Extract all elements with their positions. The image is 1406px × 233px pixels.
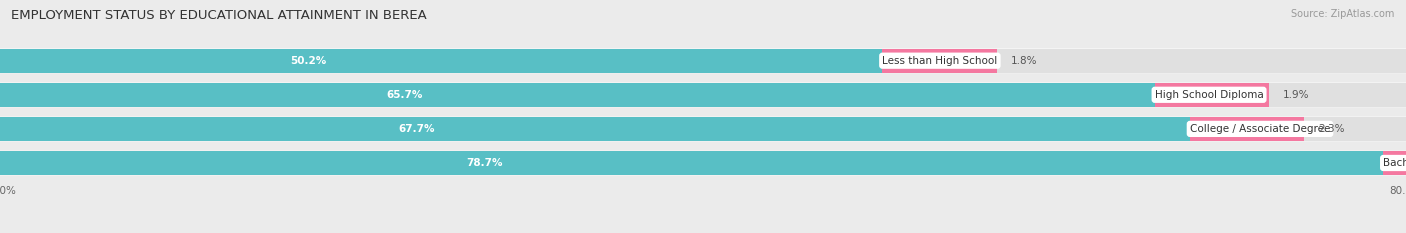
Text: 50.2%: 50.2% <box>291 56 328 66</box>
Bar <box>0 83 1154 107</box>
Text: 65.7%: 65.7% <box>387 90 422 100</box>
Bar <box>0 117 1406 141</box>
FancyBboxPatch shape <box>0 82 1406 107</box>
Text: 67.7%: 67.7% <box>398 124 434 134</box>
Bar <box>0 117 1189 141</box>
Text: Source: ZipAtlas.com: Source: ZipAtlas.com <box>1291 9 1395 19</box>
FancyBboxPatch shape <box>0 116 1406 141</box>
Text: 1.9%: 1.9% <box>1282 90 1309 100</box>
Bar <box>1384 151 1406 175</box>
Text: Bachelor’s Degree or higher: Bachelor’s Degree or higher <box>1384 158 1406 168</box>
Bar <box>0 49 883 73</box>
Bar <box>1189 117 1305 141</box>
Text: High School Diploma: High School Diploma <box>1154 90 1264 100</box>
Legend: In Labor Force, Unemployed: In Labor Force, Unemployed <box>603 230 803 233</box>
Text: Less than High School: Less than High School <box>883 56 997 66</box>
FancyBboxPatch shape <box>0 150 1406 176</box>
Bar <box>0 83 1406 107</box>
FancyBboxPatch shape <box>0 48 1406 73</box>
Bar <box>1154 83 1268 107</box>
Text: 2.3%: 2.3% <box>1319 124 1344 134</box>
Text: 78.7%: 78.7% <box>465 158 502 168</box>
Text: College / Associate Degree: College / Associate Degree <box>1189 124 1330 134</box>
Text: 1.8%: 1.8% <box>1011 56 1038 66</box>
Text: EMPLOYMENT STATUS BY EDUCATIONAL ATTAINMENT IN BEREA: EMPLOYMENT STATUS BY EDUCATIONAL ATTAINM… <box>11 9 427 22</box>
Bar <box>883 49 997 73</box>
Bar <box>0 49 1406 73</box>
Bar <box>0 151 1406 175</box>
Bar <box>0 151 1384 175</box>
